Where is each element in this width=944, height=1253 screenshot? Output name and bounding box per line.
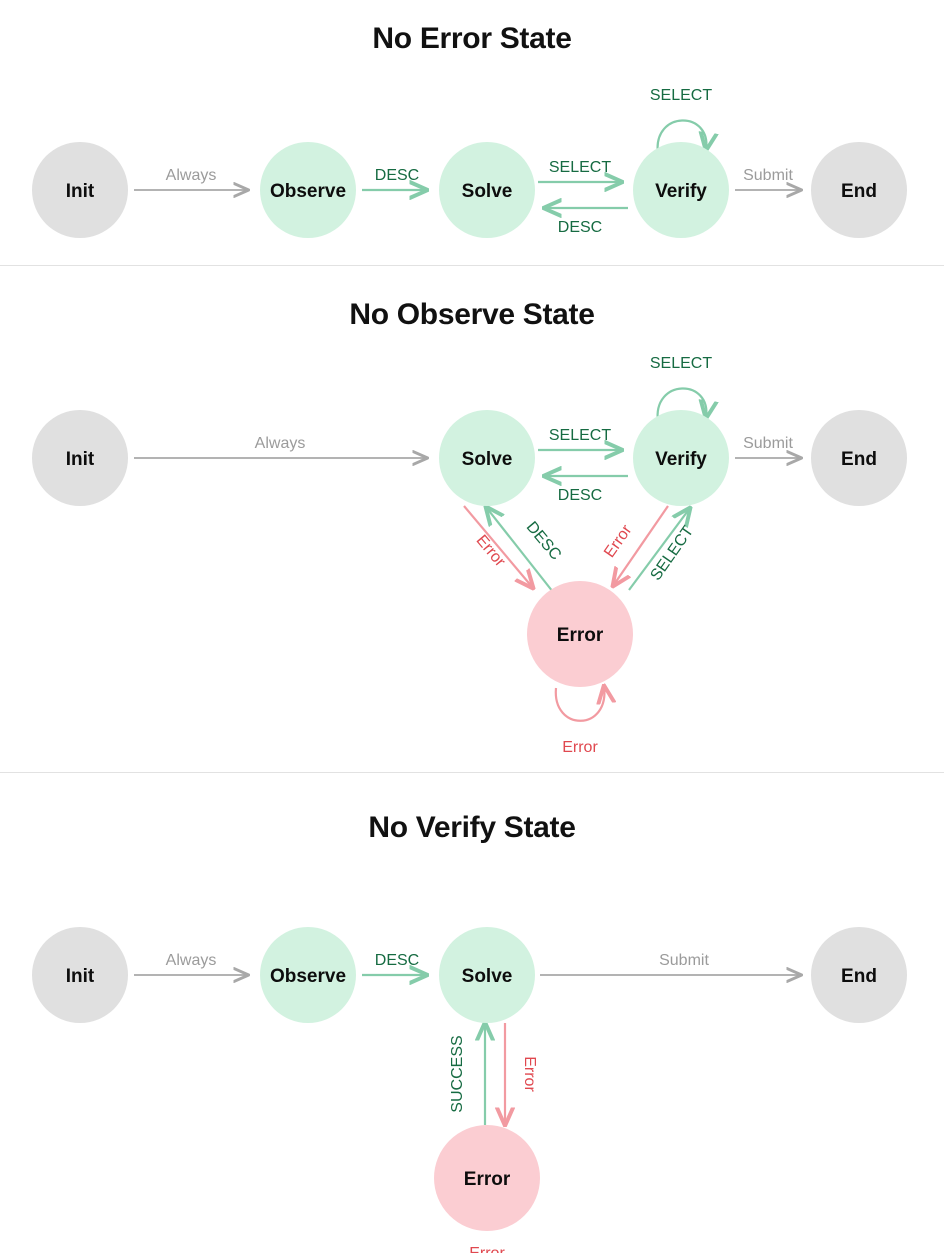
edge-label-error-from-verify: Error [601,521,636,560]
edge-label-error-from-solve: Error [521,1056,538,1092]
panel-title-no-error-state: No Error State [372,22,572,55]
node-label-init: Init [66,181,95,202]
edge-label-desc-return: DESC [558,219,602,236]
edge-label-error-self: Error [562,739,598,756]
node-label-solve: Solve [462,181,513,202]
edge-solve-verify: SELECT [538,427,622,450]
node-observe[interactable]: Observe [260,142,356,238]
edge-label-desc-return: DESC [558,487,602,504]
node-label-observe: Observe [270,181,346,202]
edge-init-observe: Always [134,952,248,975]
panel-divider-2 [0,772,944,773]
edge-verify-end: Submit [735,167,801,190]
node-error[interactable]: Error [527,581,633,687]
edge-label-always: Always [255,435,306,452]
edge-observe-solve: DESC [362,952,427,975]
node-verify[interactable]: Verify [633,410,729,506]
edge-label-always: Always [166,952,217,969]
edge-error-solve: SUCCESS [449,1023,485,1125]
edge-label-submit: Submit [743,167,793,184]
node-label-error: Error [464,1169,511,1190]
node-init[interactable]: Init [32,927,128,1023]
edge-solve-end: Submit [540,952,801,975]
edge-label-select-self: SELECT [650,355,712,372]
edge-solve-verify: SELECT [538,159,622,182]
edge-label-select: SELECT [549,427,611,444]
node-label-observe: Observe [270,966,346,987]
panel-divider-1 [0,265,944,266]
node-observe[interactable]: Observe [260,927,356,1023]
edge-label-select: SELECT [549,159,611,176]
edge-solve-error: Error [505,1023,538,1125]
node-label-end: End [841,181,877,202]
diagram-no-verify-state: Always DESC Submit Error SUCCESS Error [32,927,907,1253]
edge-solve-error: Error [463,505,533,588]
panel-no-observe-state: No Observe State Always SELECT DESC [0,266,944,772]
edge-label-submit: Submit [743,435,793,452]
edge-label-always: Always [166,167,217,184]
edge-label-select-self: SELECT [650,87,712,104]
node-label-solve: Solve [462,966,513,987]
edge-init-solve: Always [134,435,427,458]
node-solve[interactable]: Solve [439,927,535,1023]
edge-error-self-loop: Error [554,686,605,756]
node-init[interactable]: Init [32,410,128,506]
panel-title-no-verify-state: No Verify State [368,811,576,844]
node-solve[interactable]: Solve [439,410,535,506]
node-label-end: End [841,966,877,987]
node-label-verify: Verify [655,449,707,470]
edge-verify-solve: DESC [544,476,628,504]
edge-label-desc: DESC [375,167,419,184]
node-end[interactable]: End [811,142,907,238]
panel-title-no-observe-state: No Observe State [349,298,595,331]
panel-no-error-state: No Error State Always DESC SELECT [0,0,944,265]
edge-verify-solve: DESC [544,208,628,236]
node-verify[interactable]: Verify [633,142,729,238]
node-label-init: Init [66,449,95,470]
edge-label-submit: Submit [659,952,709,969]
diagram-no-error-state: Always DESC SELECT DESC SELECT Submit [32,87,907,238]
node-init[interactable]: Init [32,142,128,238]
diagram-no-observe-state: Always SELECT DESC SELECT Submit Error [32,355,907,756]
edge-init-observe: Always [134,167,248,190]
node-end[interactable]: End [811,410,907,506]
node-label-init: Init [66,966,95,987]
node-solve[interactable]: Solve [439,142,535,238]
edge-verify-self-loop: SELECT [650,87,712,155]
node-label-verify: Verify [655,181,707,202]
node-label-solve: Solve [462,449,513,470]
node-label-end: End [841,449,877,470]
edge-label-desc-from-error: DESC [523,519,565,564]
node-end[interactable]: End [811,927,907,1023]
edge-label-desc: DESC [375,952,419,969]
edge-label-error-self: Error [469,1245,505,1253]
edge-observe-solve: DESC [362,167,427,190]
node-label-error: Error [557,625,604,646]
panel-no-verify-state: No Verify State Always DESC Submit [0,773,944,1253]
edge-label-success-from-error: SUCCESS [449,1035,466,1112]
edge-verify-end: Submit [735,435,801,458]
edge-verify-self-loop: SELECT [650,355,712,423]
node-error[interactable]: Error [434,1125,540,1231]
